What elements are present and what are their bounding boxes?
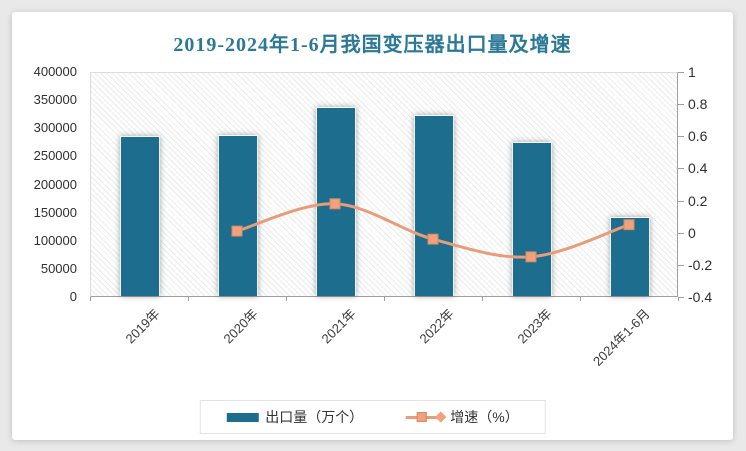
left-axis-tick-label: 300000 xyxy=(33,120,77,136)
legend-label-growth-rate: 增速（%） xyxy=(450,409,519,425)
bar-series-swatch-icon xyxy=(226,412,259,422)
bar xyxy=(512,141,552,296)
right-axis-tick-mark xyxy=(678,232,684,234)
right-axis-tick-label: -0.4 xyxy=(688,289,713,305)
x-axis-tick-mark xyxy=(384,297,385,301)
line-series-swatch-icon xyxy=(405,411,446,423)
right-axis-tick-mark xyxy=(678,72,684,73)
x-axis-tick-mark xyxy=(678,297,679,301)
right-axis-tick-mark xyxy=(678,264,684,266)
left-axis-tick-label: 150000 xyxy=(33,204,77,220)
bar xyxy=(316,107,356,296)
left-axis-tick-label: 0 xyxy=(69,289,77,304)
bar xyxy=(218,134,258,296)
x-axis-label: 2021年 xyxy=(318,306,359,347)
right-axis-tick-mark xyxy=(678,168,684,170)
x-axis-tick-mark xyxy=(188,297,189,301)
left-axis-tick-label: 400000 xyxy=(33,64,77,79)
plot-area xyxy=(90,72,678,297)
left-axis-tick-label: 250000 xyxy=(33,148,77,164)
legend-label-export-volume: 出口量（万个） xyxy=(265,409,364,425)
right-axis-tick-label: 0.2 xyxy=(688,192,708,209)
x-axis-tick-mark xyxy=(90,297,91,301)
legend-item-growth-rate[interactable]: 增速（%） xyxy=(405,407,519,427)
legend-item-export-volume[interactable]: 出口量（万个） xyxy=(226,407,363,427)
left-axis-tick-label: 100000 xyxy=(33,232,77,248)
legend: 出口量（万个） 增速（%） xyxy=(199,400,546,434)
right-axis-tick-label: 0 xyxy=(688,224,696,241)
bar xyxy=(610,217,650,296)
x-axis-label: 2019年 xyxy=(122,306,163,347)
x-axis-label: 2024年1-6月 xyxy=(589,306,653,369)
x-axis-label: 2022年 xyxy=(416,306,457,347)
x-axis-label: 2020年 xyxy=(220,306,261,347)
x-axis-label: 2023年 xyxy=(514,306,555,347)
left-axis-tick-label: 200000 xyxy=(33,176,77,192)
right-axis-tick-label: 0.6 xyxy=(688,128,708,145)
left-axis-tick-label: 350000 xyxy=(33,92,77,108)
right-axis-tick-label: -0.2 xyxy=(688,256,713,273)
chart-card: 2019-2024年1-6月我国变压器出口量及增速 400000 350000 30… xyxy=(12,12,733,440)
right-axis-tick-mark xyxy=(678,136,684,138)
right-axis-tick-label: 0.4 xyxy=(688,160,708,177)
right-axis-tick-label: 1 xyxy=(688,64,696,80)
right-axis-tick-mark xyxy=(678,200,684,202)
bar xyxy=(414,114,454,296)
bar xyxy=(120,135,160,296)
x-axis-tick-mark xyxy=(580,297,581,301)
right-axis-tick-mark xyxy=(678,104,684,106)
chart-title: 2019-2024年1-6月我国变压器出口量及增速 xyxy=(173,34,572,56)
left-axis-tick-label: 50000 xyxy=(40,260,77,276)
x-axis-tick-mark xyxy=(482,297,483,301)
right-axis-tick-label: 0.8 xyxy=(688,96,708,113)
x-axis-tick-mark xyxy=(286,297,287,301)
right-axis-tick-mark xyxy=(678,297,684,298)
